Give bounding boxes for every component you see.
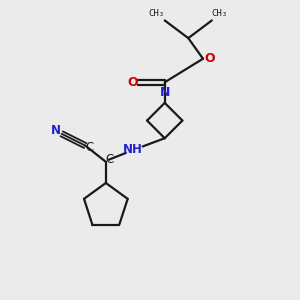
Text: O: O [127,76,138,89]
Text: O: O [204,52,215,65]
Text: NH: NH [122,143,142,157]
Text: CH₃: CH₃ [212,9,228,18]
Text: N: N [51,124,62,137]
Text: C: C [85,141,94,154]
Text: N: N [160,86,170,99]
Text: CH₃: CH₃ [148,9,165,18]
Text: C: C [105,153,113,166]
